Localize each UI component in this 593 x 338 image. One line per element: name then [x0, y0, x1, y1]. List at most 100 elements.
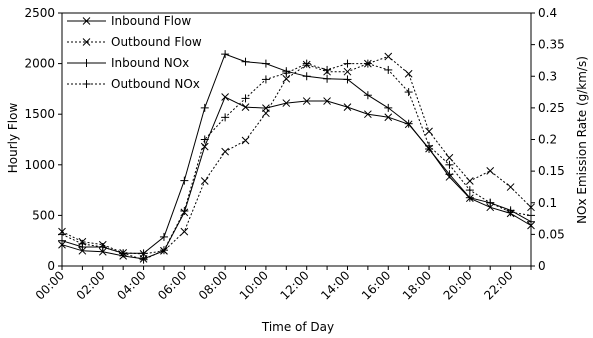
data-point-inbound-flow [486, 203, 495, 212]
data-point-inbound-flow [221, 93, 229, 101]
x-tick-label: 08:00 [196, 268, 230, 302]
data-point-outbound-nox [363, 59, 372, 68]
legend-marker [82, 17, 91, 25]
data-point-outbound-flow [241, 136, 250, 145]
data-point-outbound-nox [343, 59, 352, 68]
data-point-inbound-nox [363, 91, 372, 100]
data-point-outbound-nox [58, 230, 66, 239]
data-point-outbound-flow [425, 127, 433, 136]
x-tick-label: 12:00 [277, 268, 311, 302]
x-tick-label: 06:00 [155, 268, 189, 302]
legend-item-outbound-flow: Outbound Flow [67, 35, 202, 49]
data-point-outbound-nox [425, 141, 434, 150]
x-tick-label: 00:00 [33, 268, 67, 302]
data-point-outbound-flow [404, 69, 413, 78]
data-point-outbound-nox [445, 160, 454, 169]
legend-item-inbound-nox: Inbound NOx [67, 56, 189, 70]
y-right-tick-label: 0.05 [538, 227, 565, 241]
data-point-outbound-nox [465, 186, 474, 195]
data-point-outbound-nox [404, 88, 413, 97]
x-tick-label: 04:00 [114, 268, 148, 302]
series-inbound-flow [58, 93, 535, 263]
data-point-outbound-nox [159, 246, 168, 255]
data-point-outbound-nox [323, 65, 332, 74]
legend-item-inbound-flow: Inbound Flow [67, 14, 191, 28]
data-point-outbound-nox [98, 243, 107, 252]
legend: Inbound Flow Outbound Flow Inbound NOx Outb… [67, 14, 202, 91]
x-tick-label: 18:00 [400, 268, 434, 302]
legend-item-outbound-nox: Outbound NOx [67, 77, 200, 91]
series-line-outbound-nox [61, 63, 532, 261]
data-point-inbound-nox [221, 50, 230, 59]
data-point-outbound-nox [261, 75, 270, 84]
legend-label: Inbound Flow [111, 14, 191, 28]
data-point-outbound-flow [200, 177, 209, 185]
data-point-inbound-nox [261, 59, 270, 68]
data-point-outbound-flow [506, 183, 515, 191]
data-point-inbound-flow [58, 240, 66, 249]
data-point-outbound-nox [78, 239, 87, 248]
data-point-outbound-nox [384, 65, 393, 74]
legend-marker [82, 59, 91, 67]
y-left-tick-label: 0 [47, 259, 55, 273]
x-tick-label: 02:00 [74, 268, 108, 302]
data-point-outbound-nox [180, 206, 189, 215]
data-point-outbound-nox [302, 59, 311, 68]
data-point-inbound-nox [404, 119, 413, 128]
x-tick-label: 16:00 [359, 268, 393, 302]
y-left-tick-label: 1500 [24, 107, 55, 121]
data-point-inbound-nox [200, 103, 209, 112]
series-outbound-nox [58, 59, 535, 264]
data-point-inbound-nox [180, 176, 189, 185]
y-right-tick-label: 0.35 [538, 38, 565, 52]
data-point-inbound-nox [241, 57, 250, 66]
data-point-outbound-nox [200, 135, 209, 144]
data-point-outbound-flow [180, 227, 189, 236]
data-point-outbound-flow [527, 203, 535, 212]
x-tick-label: 22:00 [481, 268, 515, 302]
plot-area [61, 12, 532, 267]
data-point-inbound-nox [445, 170, 454, 179]
data-point-inbound-flow [343, 103, 352, 111]
y-axis-right-label: NOx Emission Rate (g/km/s) [575, 56, 589, 224]
series-layer [58, 50, 535, 264]
data-point-outbound-flow [221, 147, 229, 156]
y-left-tick-label: 2500 [24, 6, 55, 20]
data-point-outbound-flow [384, 52, 393, 61]
legend-label: Inbound NOx [111, 56, 189, 70]
data-point-outbound-flow [486, 167, 495, 175]
legend-marker [82, 38, 91, 46]
y-left-tick-label: 500 [32, 208, 55, 222]
y-left-tick-label: 2000 [24, 57, 55, 71]
data-point-inbound-nox [159, 232, 168, 241]
data-point-inbound-flow [98, 247, 107, 256]
x-tick-label: 20:00 [441, 268, 475, 302]
data-point-inbound-nox [302, 72, 311, 81]
data-point-outbound-nox [139, 255, 148, 264]
data-point-inbound-nox [384, 103, 393, 112]
data-point-outbound-nox [486, 198, 495, 207]
data-point-outbound-nox [506, 208, 515, 217]
y-left-tick-label: 1000 [24, 158, 55, 172]
legend-label: Outbound NOx [111, 77, 200, 91]
data-point-outbound-flow [262, 109, 270, 118]
y-right-tick-label: 0.25 [538, 101, 565, 115]
data-point-inbound-flow [364, 110, 372, 119]
y-right-tick-label: 0.3 [538, 69, 557, 83]
x-tick-label: 10:00 [237, 268, 271, 302]
legend-marker [82, 80, 91, 88]
axes-layer: 0 500 1000 1500 2000 2500 0 0.05 0.1 0.15 0.2 0.25 0… [24, 6, 564, 303]
data-point-outbound-flow [465, 177, 474, 185]
y-right-tick-label: 0 [538, 259, 546, 273]
data-point-outbound-nox [221, 113, 230, 122]
y-right-tick-label: 0.2 [538, 133, 557, 147]
data-point-inbound-nox [465, 193, 474, 202]
legend-label: Outbound Flow [111, 35, 202, 49]
data-point-inbound-flow [302, 97, 311, 105]
data-point-outbound-nox [282, 69, 291, 78]
x-tick-label: 14:00 [318, 268, 352, 302]
data-point-inbound-flow [384, 113, 393, 122]
series-line-inbound-flow [61, 96, 532, 260]
data-point-outbound-flow [445, 153, 454, 162]
